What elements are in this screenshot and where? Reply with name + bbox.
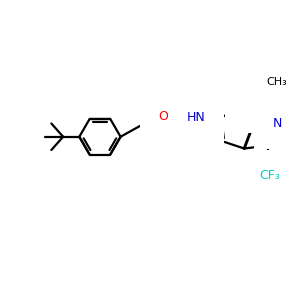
Text: O: O bbox=[176, 92, 186, 105]
Text: O: O bbox=[158, 110, 168, 123]
Ellipse shape bbox=[186, 112, 205, 124]
Text: N: N bbox=[273, 117, 282, 130]
Ellipse shape bbox=[175, 93, 187, 104]
Text: N: N bbox=[259, 98, 268, 111]
Text: CF₃: CF₃ bbox=[259, 169, 280, 182]
Text: CH₃: CH₃ bbox=[266, 77, 287, 87]
Text: HN: HN bbox=[186, 111, 205, 124]
Text: S: S bbox=[244, 100, 253, 113]
